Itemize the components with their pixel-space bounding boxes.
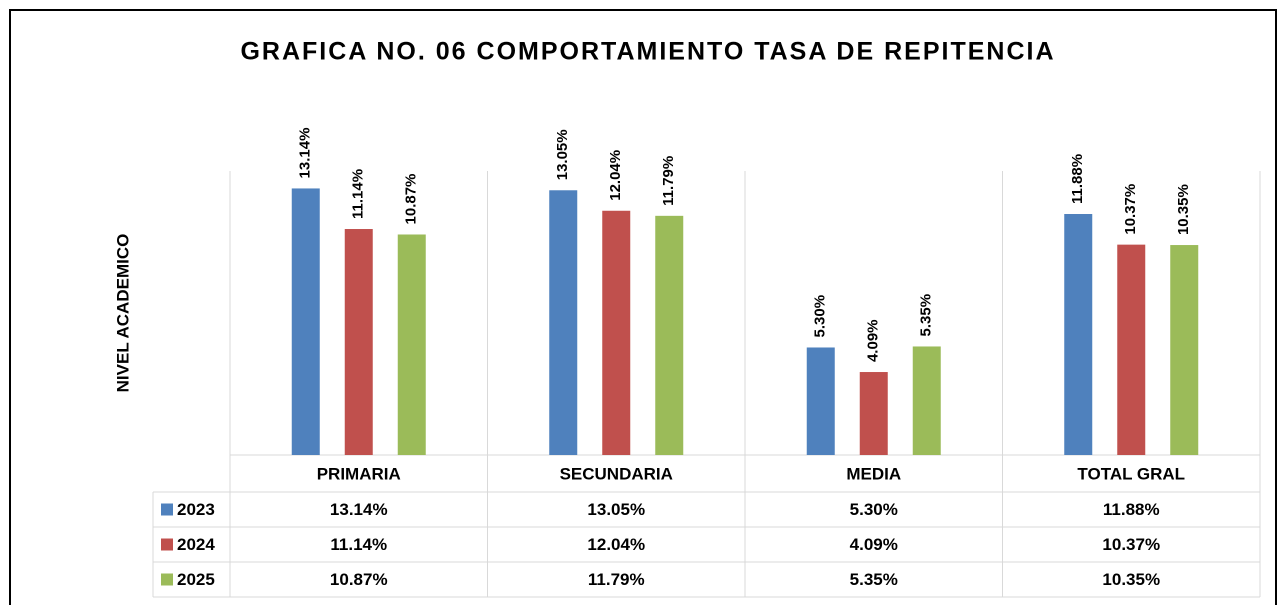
value-label: 4.09% xyxy=(865,319,882,362)
value-label: 11.79% xyxy=(660,156,677,206)
value-label: 13.14% xyxy=(297,128,314,179)
value-label: 10.35% xyxy=(1175,184,1192,235)
bar xyxy=(602,210,631,455)
value-label: 11.88% xyxy=(1069,154,1086,204)
table-cell: 4.09% xyxy=(850,535,898,554)
legend-swatch xyxy=(161,503,173,516)
legend-label: 2025 xyxy=(177,570,215,589)
legend-label: 2023 xyxy=(177,500,215,519)
table-cell: 13.05% xyxy=(587,500,645,519)
x-tick-label: TOTAL GRAL xyxy=(1077,464,1185,483)
bar xyxy=(1170,245,1199,455)
table-cell: 13.14% xyxy=(330,500,388,519)
bar xyxy=(1117,244,1146,455)
x-tick-label: SECUNDARIA xyxy=(560,464,673,483)
table-cell: 11.79% xyxy=(588,570,645,589)
value-label: 12.04% xyxy=(607,150,624,201)
bar xyxy=(655,215,684,455)
bar xyxy=(397,234,426,455)
x-tick-label: PRIMARIA xyxy=(317,464,401,483)
bar xyxy=(859,372,888,455)
value-label: 5.30% xyxy=(812,295,829,338)
value-label: 11.14% xyxy=(350,169,367,219)
bar xyxy=(291,188,320,455)
chart-title: GRAFICA NO. 06 COMPORTAMIENTO TASA DE RE… xyxy=(240,38,1055,66)
value-label: 10.37% xyxy=(1122,184,1139,235)
legend-swatch xyxy=(161,573,173,586)
table-cell: 5.30% xyxy=(850,500,898,519)
table-cell: 11.14% xyxy=(330,535,387,554)
bar xyxy=(912,346,941,455)
bar xyxy=(344,229,373,455)
table-cell: 5.35% xyxy=(850,570,898,589)
legend-swatch xyxy=(161,538,173,551)
legend-label: 2024 xyxy=(177,535,215,554)
table-cell: 11.88% xyxy=(1103,500,1160,519)
value-label: 5.35% xyxy=(918,294,935,337)
table-cell: 10.35% xyxy=(1102,570,1160,589)
bar xyxy=(549,190,578,455)
x-tick-label: MEDIA xyxy=(846,464,901,483)
table-cell: 10.87% xyxy=(330,570,388,589)
table-cell: 12.04% xyxy=(587,535,645,554)
y-axis-label: NIVEL ACADEMICO xyxy=(113,234,132,393)
bar xyxy=(1064,214,1093,455)
bar xyxy=(806,347,835,455)
value-label: 13.05% xyxy=(554,129,571,180)
value-label: 10.87% xyxy=(403,174,420,225)
table-cell: 10.37% xyxy=(1102,535,1160,554)
